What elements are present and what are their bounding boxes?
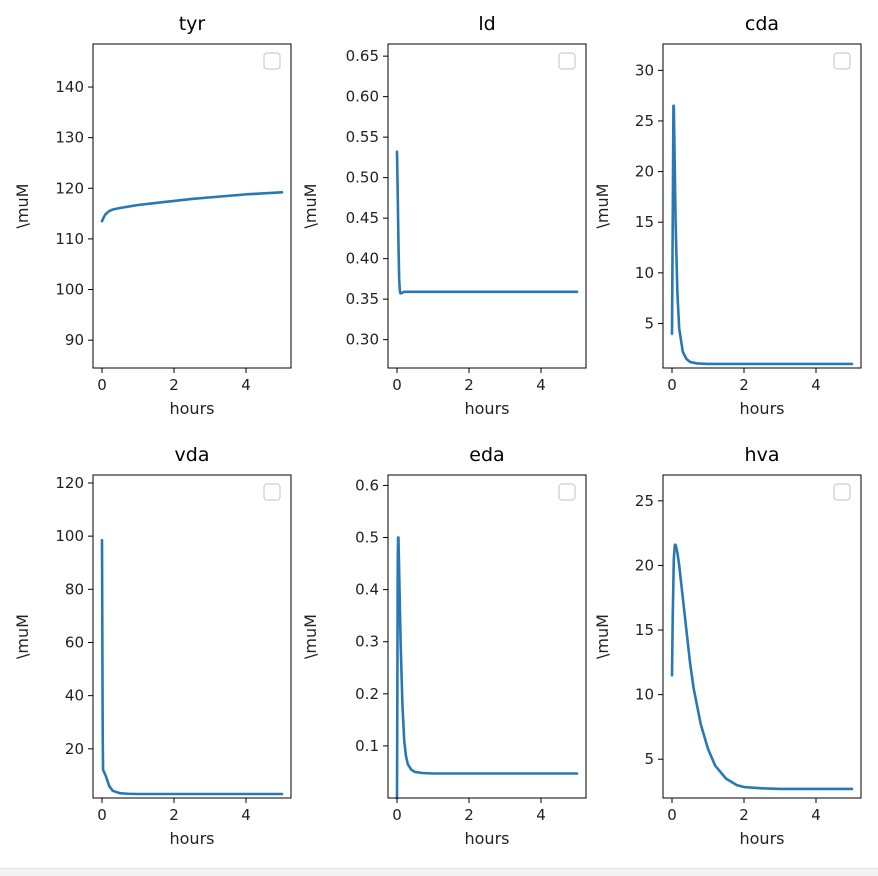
bottom-scrollbar-strip	[0, 868, 878, 876]
y-tick-label: 90	[65, 331, 84, 349]
subplot-4: 0 2 4 0.1 0.2 0.3 0.4 0.5 0.6 eda hours \muM	[301, 444, 587, 848]
subplot-title: hva	[745, 444, 780, 466]
x-tick-label: 2	[169, 376, 179, 394]
y-axis-label: \muM	[13, 184, 32, 229]
y-tick-label: 0.50	[346, 169, 379, 187]
subplot-1: 0 2 4 0.30 0.35 0.40 0.45 0.50 0.55 0.60 0.65 ld hou…	[301, 13, 587, 418]
x-axis-label: hours	[740, 399, 785, 418]
x-axis-label: hours	[170, 829, 215, 848]
x-tick-label: 2	[464, 806, 474, 824]
subplot-0: 0 2 4 90 100 110 120 130 140 tyr hours \muM	[13, 13, 292, 418]
y-tick-label: 0.6	[355, 476, 379, 494]
x-tick-label: 0	[392, 806, 402, 824]
axes-frame	[92, 43, 292, 369]
y-tick-label: 110	[55, 230, 84, 248]
x-tick-label: 4	[241, 806, 251, 824]
y-tick-label: 10	[635, 686, 654, 704]
y-tick-label: 130	[55, 129, 84, 147]
y-tick-label: 140	[55, 78, 84, 96]
x-axis-label: hours	[740, 829, 785, 848]
y-tick-label: 100	[55, 527, 84, 545]
y-tick-label: 25	[635, 492, 654, 510]
series-line-3-0	[100, 538, 284, 796]
y-tick-label: 80	[65, 580, 84, 598]
subplot-5: 0 2 4 5 10 15 20 25 hva hours \muM	[593, 444, 862, 848]
x-axis-label: hours	[465, 399, 510, 418]
subplot-title: vda	[175, 444, 210, 466]
legend-box	[263, 483, 281, 501]
y-tick-label: 20	[635, 163, 654, 181]
series-line-2-0	[670, 104, 854, 366]
x-tick-label: 0	[667, 806, 677, 824]
y-tick-label: 0.2	[355, 685, 379, 703]
y-tick-label: 100	[55, 281, 84, 299]
y-tick-label: 0.5	[355, 529, 379, 547]
y-tick-label: 0.4	[355, 581, 379, 599]
x-tick-label: 0	[97, 806, 107, 824]
x-axis-label: hours	[170, 399, 215, 418]
subplot-title: tyr	[179, 13, 206, 35]
legend-box	[558, 52, 576, 70]
axes-frame	[662, 474, 862, 799]
subplot-title: cda	[745, 13, 779, 35]
axes-frame	[387, 474, 587, 799]
axes-frame	[662, 43, 862, 369]
legend-box	[833, 483, 851, 501]
y-tick-label: 0.40	[346, 250, 379, 268]
y-tick-label: 0.65	[346, 47, 379, 65]
y-tick-label: 5	[644, 750, 654, 768]
y-tick-label: 0.45	[346, 209, 379, 227]
y-tick-label: 40	[65, 687, 84, 705]
subplot-3: 0 2 4 20 40 60 80 100 120 vda hours \muM	[13, 444, 292, 848]
subplot-title: eda	[469, 444, 504, 466]
x-tick-label: 4	[241, 376, 251, 394]
y-axis-label: \muM	[301, 184, 320, 229]
y-tick-label: 0.1	[355, 737, 379, 755]
series-line-1-0	[395, 150, 579, 295]
y-tick-label: 15	[635, 213, 654, 231]
y-tick-label: 10	[635, 264, 654, 282]
subplot-2: 0 2 4 5 10 15 20 25 30 cda hours \muM	[593, 13, 862, 418]
y-tick-label: 20	[65, 740, 84, 758]
legend-box	[263, 52, 281, 70]
y-tick-label: 30	[635, 61, 654, 79]
x-tick-label: 0	[97, 376, 107, 394]
axes-frame	[387, 43, 587, 369]
y-axis-label: \muM	[13, 614, 32, 659]
x-tick-label: 2	[739, 376, 749, 394]
y-tick-label: 25	[635, 112, 654, 130]
x-tick-label: 0	[392, 376, 402, 394]
y-axis-label: \muM	[593, 614, 612, 659]
y-axis-label: \muM	[301, 614, 320, 659]
y-axis-label: \muM	[593, 184, 612, 229]
subplot-title: ld	[478, 13, 495, 35]
x-tick-label: 2	[169, 806, 179, 824]
x-tick-label: 4	[811, 806, 821, 824]
y-tick-label: 0.3	[355, 633, 379, 651]
x-tick-label: 2	[739, 806, 749, 824]
y-tick-label: 120	[55, 474, 84, 492]
x-tick-label: 4	[536, 376, 546, 394]
y-tick-label: 0.30	[346, 331, 379, 349]
y-tick-label: 120	[55, 179, 84, 197]
x-tick-label: 2	[464, 376, 474, 394]
x-tick-label: 0	[667, 376, 677, 394]
axes-frame	[92, 474, 292, 799]
y-tick-label: 0.60	[346, 88, 379, 106]
x-tick-label: 4	[811, 376, 821, 394]
legend-box	[833, 52, 851, 70]
y-tick-label: 60	[65, 633, 84, 651]
y-tick-label: 0.55	[346, 128, 379, 146]
series-line-5-0	[670, 543, 854, 791]
y-tick-label: 20	[635, 556, 654, 574]
y-tick-label: 5	[644, 314, 654, 332]
y-tick-label: 0.35	[346, 290, 379, 308]
legend-box	[558, 483, 576, 501]
series-line-0-0	[100, 191, 284, 223]
y-tick-label: 15	[635, 621, 654, 639]
series-line-4-0	[395, 536, 579, 800]
x-axis-label: hours	[465, 829, 510, 848]
x-tick-label: 4	[536, 806, 546, 824]
